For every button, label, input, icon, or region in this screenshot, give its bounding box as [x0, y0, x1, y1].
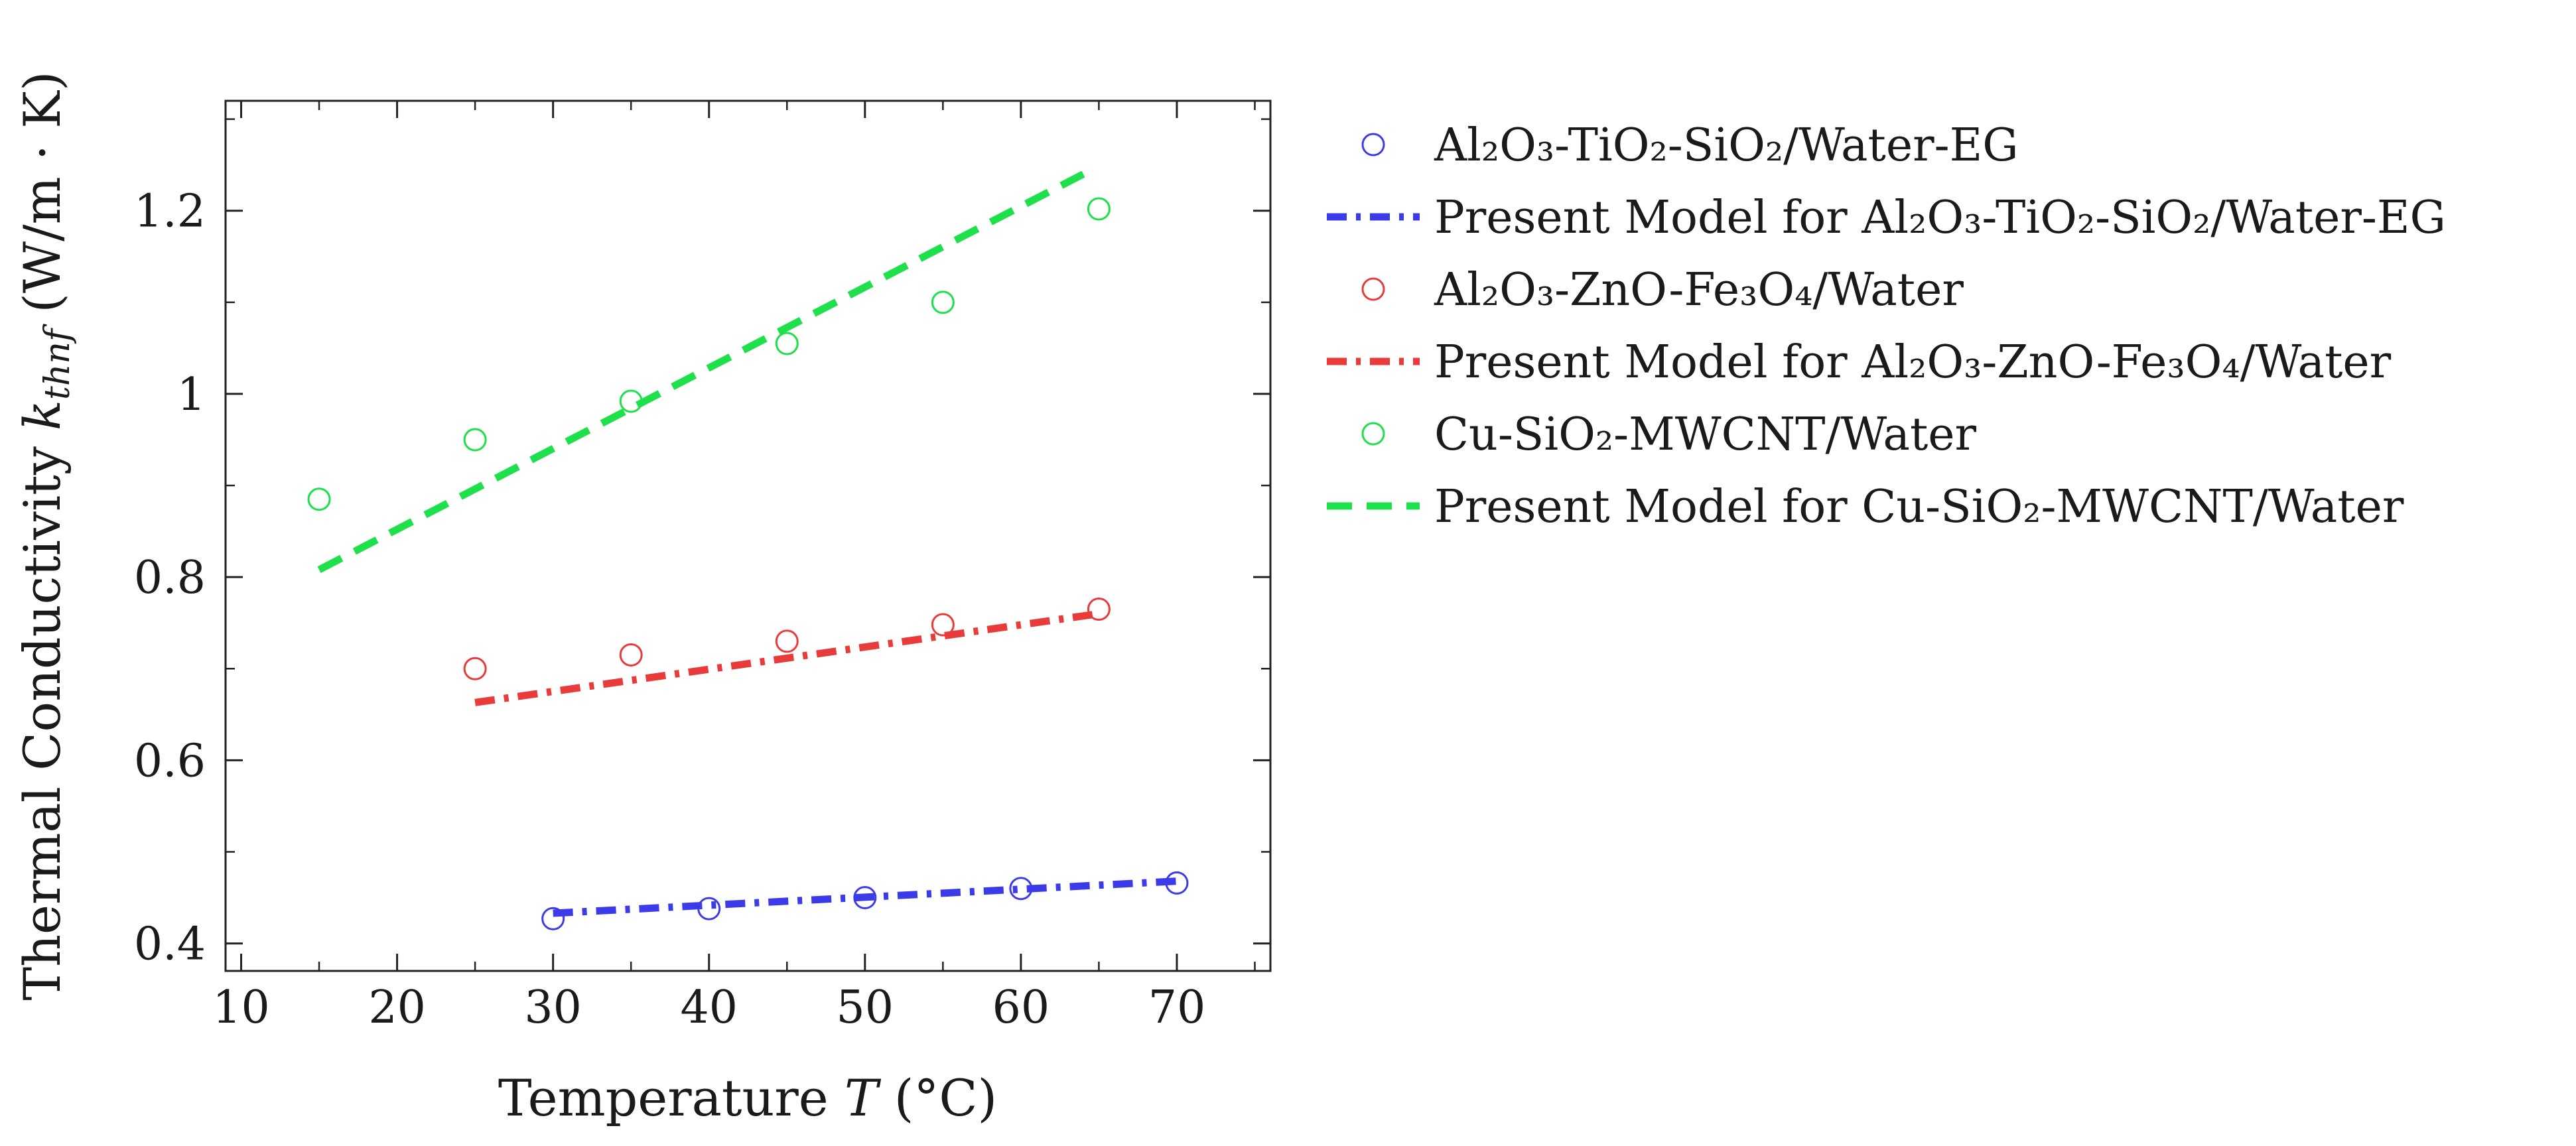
- data-point: [853, 886, 877, 910]
- x-tick-label: 10: [212, 982, 270, 1034]
- legend: Al₂O₃-TiO₂-SiO₂/Water-EG Present Model fo…: [1327, 119, 2446, 533]
- data-point: [463, 657, 487, 680]
- series-layer: [307, 170, 1189, 930]
- y-axis-title: Thermal Conductivity kthnf (W/m · K): [13, 71, 78, 1000]
- legend-item: Al₂O₃-TiO₂-SiO₂/Water-EG: [1361, 119, 2019, 172]
- y-tick-label: 0.6: [134, 735, 206, 787]
- data-point: [1087, 197, 1111, 221]
- y-title-sub: thnf: [38, 324, 78, 400]
- y-tick-label: 0.4: [134, 919, 206, 971]
- legend-marker: [1361, 422, 1385, 446]
- plot-frame: [224, 99, 1272, 972]
- data-point: [307, 487, 331, 511]
- legend-item: Present Model for Al₂O₃-ZnO-Fe₃O₄/Water: [1327, 336, 2392, 389]
- x-tick-label: 60: [992, 982, 1050, 1034]
- data-point: [931, 613, 955, 637]
- x-tick-label: 50: [837, 982, 894, 1034]
- y-tick-label: 0.8: [134, 552, 206, 604]
- legend-item: Cu-SiO₂-MWCNT/Water: [1361, 409, 1977, 461]
- legend-item: Present Model for Cu-SiO₂-MWCNT/Water: [1327, 481, 2404, 533]
- data-point: [619, 643, 643, 667]
- legend-label: Al₂O₃-TiO₂-SiO₂/Water-EG: [1434, 119, 2019, 172]
- x-tick-label: 30: [524, 982, 582, 1034]
- y-tick-label: 1: [177, 369, 206, 421]
- series-line-3: [474, 609, 1100, 706]
- legend-label: Cu-SiO₂-MWCNT/Water: [1434, 409, 1977, 461]
- y-title-text: Thermal Conductivity: [13, 430, 72, 1001]
- data-point: [1087, 597, 1111, 621]
- data-point: [931, 290, 955, 314]
- legend-marker: [1361, 277, 1385, 301]
- data-point: [775, 332, 799, 355]
- series-markers-4: [307, 197, 1111, 511]
- x-axis-title: Temperature T (°C): [498, 1068, 997, 1127]
- x-title-text: Temperature: [498, 1068, 845, 1127]
- series-markers-0: [541, 871, 1189, 930]
- legend-marker: [1361, 133, 1385, 157]
- legend-label: Present Model for Cu-SiO₂-MWCNT/Water: [1434, 481, 2404, 533]
- x-title-unit: (°C): [878, 1068, 998, 1127]
- data-point: [463, 428, 487, 452]
- x-tick-label: 40: [680, 982, 738, 1034]
- y-title-unit: (W/m · K): [13, 71, 72, 329]
- series-markers-2: [463, 597, 1111, 680]
- y-tick-label: 1.2: [134, 186, 206, 238]
- x-tick-label: 20: [368, 982, 426, 1034]
- legend-label: Al₂O₃-ZnO-Fe₃O₄/Water: [1434, 264, 1964, 316]
- y-title-var: k: [13, 400, 72, 430]
- data-point: [541, 907, 565, 930]
- legend-label: Present Model for Al₂O₃-ZnO-Fe₃O₄/Water: [1434, 336, 2392, 389]
- legend-label: Present Model for Al₂O₃-TiO₂-SiO₂/Water-…: [1434, 192, 2446, 244]
- y-axis-ticks: 0.4 0.6 0.8 1 1.2: [134, 118, 1270, 971]
- series-line-5: [317, 170, 1085, 573]
- x-axis-ticks: 10 20 30 40 50 60 70: [212, 101, 1256, 1034]
- series-line-1: [553, 877, 1178, 917]
- data-point: [775, 629, 799, 653]
- legend-item: Present Model for Al₂O₃-TiO₂-SiO₂/Water-…: [1327, 192, 2446, 244]
- x-title-var: T: [845, 1068, 882, 1127]
- x-tick-label: 70: [1148, 982, 1206, 1034]
- legend-item: Al₂O₃-ZnO-Fe₃O₄/Water: [1361, 264, 1964, 316]
